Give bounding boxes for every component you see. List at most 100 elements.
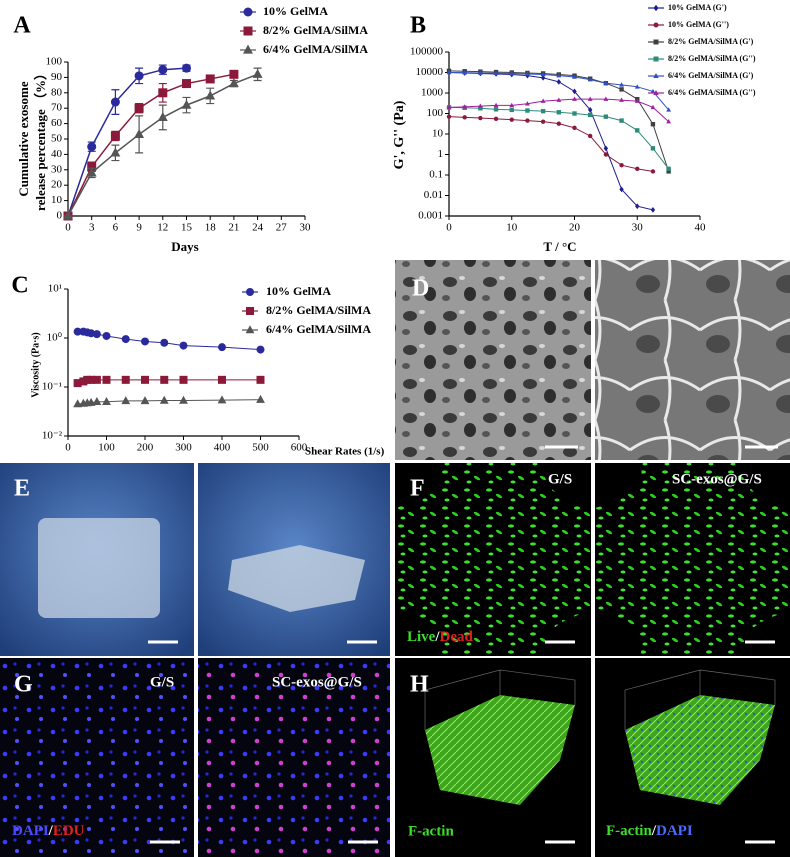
marker	[509, 70, 515, 76]
marker	[462, 70, 468, 75]
legend-label: 10% GelMA (G'')	[668, 20, 729, 29]
y-tick-label: 90	[51, 71, 63, 83]
marker	[159, 395, 169, 404]
marker	[140, 396, 150, 405]
y-axis-label: release percentage （%）	[33, 67, 48, 211]
x-tick-label: 100	[98, 442, 115, 454]
marker	[540, 71, 546, 77]
marker	[121, 396, 131, 405]
marker	[619, 163, 624, 168]
marker	[493, 102, 499, 108]
marker	[110, 97, 120, 107]
marker	[217, 395, 227, 404]
marker	[493, 116, 499, 122]
marker	[587, 133, 593, 139]
scaffold	[228, 545, 365, 612]
x-tick-label: 27	[276, 222, 288, 234]
marker	[603, 114, 609, 119]
group-label: SC-exos@G/S	[672, 471, 762, 487]
marker	[92, 330, 101, 339]
marker	[525, 101, 530, 106]
stain: Dead	[440, 629, 474, 645]
marker	[92, 375, 101, 384]
marker	[158, 65, 168, 75]
marker	[556, 73, 562, 78]
y-tick-label: 60	[51, 117, 63, 129]
marker	[478, 115, 483, 121]
y-axis-label: Cumulative exosome	[16, 81, 31, 196]
marker	[446, 69, 452, 75]
stain: EDU	[53, 823, 85, 839]
legend-label: 8/2% GelMA/SilMA	[266, 303, 371, 317]
x-tick-label: 0	[65, 442, 71, 454]
x-tick-label: 30	[300, 222, 312, 234]
marker	[650, 146, 656, 151]
marker	[121, 335, 130, 344]
stain: DAPI	[12, 823, 49, 839]
group-label: G/S	[150, 674, 174, 690]
marker	[256, 345, 265, 354]
y-tick-label: 80	[51, 86, 63, 98]
marker	[540, 98, 546, 103]
stain-sep: /	[651, 823, 657, 839]
legend-marker	[653, 39, 659, 45]
legend-marker	[246, 307, 254, 315]
x-tick-label: 10	[506, 222, 518, 234]
group-label: SC-exos@G/S	[272, 674, 362, 690]
legend-label: 8/2% GelMA/SilMA	[263, 23, 368, 37]
marker	[160, 375, 169, 384]
y-tick-label: 100000	[410, 46, 444, 58]
marker	[228, 78, 239, 88]
x-tick-label: 30	[632, 222, 644, 234]
legend-label: 6/4% GelMA/SilMA (G'')	[668, 88, 756, 97]
marker	[525, 71, 530, 76]
y-tick-label: 30	[51, 163, 63, 175]
marker	[182, 79, 191, 89]
series-line	[448, 72, 654, 211]
marker	[252, 68, 263, 78]
legend-label: 8/2% GelMA/SilMA (G')	[668, 37, 754, 46]
marker	[256, 375, 265, 384]
y-tick-label: 50	[51, 133, 63, 145]
x-tick-label: 6	[113, 222, 119, 234]
fluorescence-image	[198, 658, 390, 857]
marker	[73, 379, 82, 388]
stain-label: DAPI/EDU	[12, 823, 85, 839]
marker	[619, 97, 624, 102]
x-tick-label: 0	[446, 222, 452, 234]
legend-marker	[653, 22, 659, 28]
marker	[666, 166, 671, 172]
x-tick-label: 20	[569, 222, 581, 234]
x-tick-label: 12	[157, 222, 168, 234]
actin-render	[625, 695, 775, 805]
marker	[635, 166, 640, 172]
marker	[509, 107, 514, 113]
legend-label: 10% GelMA	[263, 4, 328, 18]
y-tick-label: 10000	[416, 66, 444, 78]
marker	[134, 103, 144, 113]
marker	[556, 97, 562, 102]
y-tick-label: 100	[46, 56, 63, 68]
marker	[556, 121, 562, 126]
x-tick-label: 0	[65, 222, 71, 234]
marker	[181, 99, 192, 109]
marker	[73, 399, 83, 408]
x-tick-label: 300	[175, 442, 192, 454]
marker	[493, 107, 499, 112]
stain: DAPI	[656, 823, 693, 839]
marker	[157, 112, 168, 122]
x-tick-label: 15	[181, 222, 193, 234]
group-label: G/S	[548, 471, 572, 487]
marker	[182, 63, 191, 73]
y-tick-label: 100	[427, 107, 444, 119]
marker	[134, 128, 145, 138]
y-tick-label: 1	[438, 148, 444, 160]
legend-label: 10% GelMA	[266, 284, 331, 298]
legend-marker	[653, 73, 659, 78]
marker	[87, 142, 97, 152]
x-tick-label: 21	[228, 222, 239, 234]
marker	[87, 375, 96, 384]
stain-label: F-actin	[408, 823, 454, 839]
marker	[540, 108, 546, 114]
x-tick-label: 500	[252, 442, 269, 454]
